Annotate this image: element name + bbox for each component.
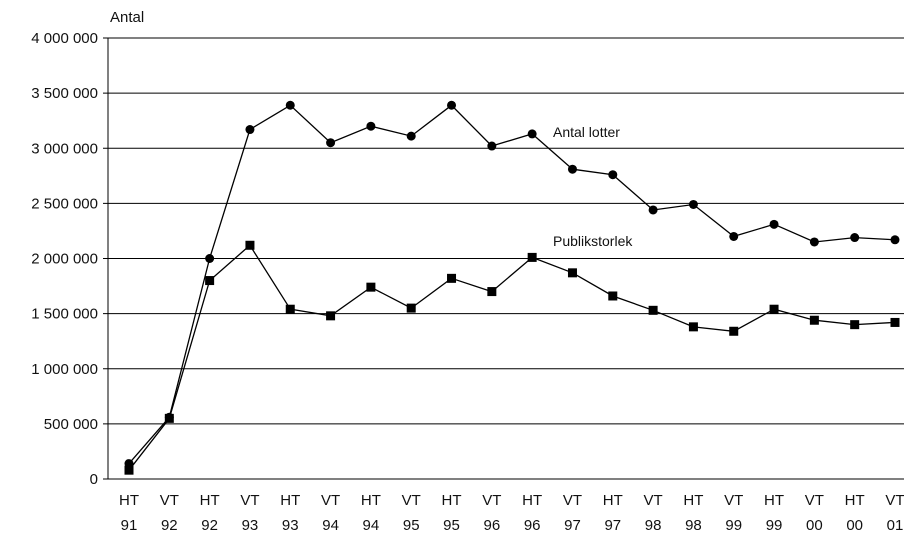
- y-tick-label: 1 000 000: [31, 361, 98, 378]
- data-point-circle: [688, 199, 698, 209]
- x-tick-label-top: VT: [724, 492, 743, 509]
- x-tick-label-top: VT: [644, 492, 663, 509]
- x-tick-label-bottom: 94: [363, 517, 380, 534]
- data-point-circle: [366, 121, 376, 131]
- x-tick-label-bottom: 94: [322, 517, 339, 534]
- x-tick-label-top: HT: [119, 492, 139, 509]
- data-point-circle: [205, 254, 215, 263]
- y-tick-label: 4 000 000: [31, 30, 98, 47]
- x-tick-label-bottom: 93: [282, 517, 299, 534]
- x-tick-label-top: VT: [885, 492, 904, 509]
- data-point-square: [729, 326, 739, 336]
- x-tick-label-bottom: 00: [806, 517, 823, 534]
- x-tick-label-top: VT: [563, 492, 582, 509]
- data-point-square: [769, 304, 779, 314]
- y-tick-label: 0: [90, 471, 98, 488]
- data-point-square: [326, 311, 336, 321]
- y-axis-label: Antal: [110, 9, 144, 26]
- data-point-square: [366, 282, 376, 292]
- x-tick-label-bottom: 95: [403, 517, 420, 534]
- data-point-square: [447, 273, 457, 283]
- x-tick-label-top: VT: [321, 492, 340, 509]
- data-point-square: [648, 305, 658, 315]
- data-point-square: [527, 252, 537, 262]
- data-point-circle: [567, 164, 577, 174]
- x-tick-label-bottom: 92: [161, 517, 178, 534]
- x-tick-label-top: HT: [280, 492, 300, 509]
- data-point-circle: [809, 237, 819, 247]
- x-tick-label-top: VT: [805, 492, 824, 509]
- x-tick-label-bottom: 99: [725, 517, 742, 534]
- x-tick-label-top: HT: [200, 492, 220, 509]
- data-point-circle: [608, 170, 618, 180]
- x-tick-labels: HT 91 VT 92 HT 92 VT 93 HT 93 VT 94 HT 94 VT 95 HT 95 VT 96…: [119, 492, 904, 534]
- data-point-square: [124, 465, 134, 475]
- data-point-square: [850, 320, 860, 330]
- x-tick-label-bottom: 91: [121, 517, 138, 534]
- y-tick-labels: 0 500 000 1 000 000 1 500 000 2 000 000 2 500…: [31, 30, 108, 488]
- data-point-square: [487, 287, 497, 297]
- data-point-circle: [245, 125, 255, 135]
- x-tick-label-top: HT: [603, 492, 623, 509]
- x-tick-label-bottom: 00: [846, 517, 863, 534]
- y-tick-label: 3 000 000: [31, 140, 98, 157]
- data-point-circle: [326, 138, 336, 148]
- x-tick-label-bottom: 98: [685, 517, 702, 534]
- x-tick-label-top: HT: [361, 492, 381, 509]
- series-line-1: [128, 244, 896, 471]
- grid-lines: [108, 37, 904, 425]
- series-label-antal-lotter: Antal lotter: [553, 124, 620, 140]
- x-tick-label-top: HT: [522, 492, 542, 509]
- y-tick-label: 2 000 000: [31, 251, 98, 268]
- x-tick-label-bottom: 99: [766, 517, 783, 534]
- data-point-square: [567, 268, 577, 278]
- x-tick-label-bottom: 96: [483, 517, 500, 534]
- x-tick-label-bottom: 98: [645, 517, 662, 534]
- x-tick-label-bottom: 95: [443, 517, 460, 534]
- x-tick-label-top: HT: [845, 492, 865, 509]
- data-point-circle: [487, 141, 497, 151]
- x-tick-label-bottom: 96: [524, 517, 541, 534]
- x-tick-label-bottom: 93: [242, 517, 259, 534]
- data-point-circle: [729, 231, 739, 241]
- x-tick-label-top: HT: [683, 492, 703, 509]
- data-point-circle: [890, 235, 900, 245]
- data-point-square: [890, 317, 900, 327]
- x-tick-label-bottom: 92: [201, 517, 218, 534]
- data-point-square: [688, 322, 698, 332]
- x-tick-label-top: HT: [764, 492, 784, 509]
- data-point-square: [245, 240, 255, 250]
- x-tick-label-bottom: 97: [604, 517, 621, 534]
- x-tick-label-top: VT: [402, 492, 421, 509]
- data-point-square: [809, 315, 819, 325]
- y-tick-label: 3 500 000: [31, 85, 98, 102]
- data-point-square: [205, 276, 215, 286]
- data-point-circle: [850, 233, 860, 243]
- x-tick-label-top: HT: [442, 492, 462, 509]
- x-tick-label-top: VT: [240, 492, 259, 509]
- x-tick-label-top: VT: [482, 492, 501, 509]
- x-tick-label-bottom: 97: [564, 517, 581, 534]
- data-point-circle: [447, 100, 457, 110]
- data-point-square: [608, 291, 618, 301]
- data-point-circle: [769, 219, 779, 229]
- series-line-0: [128, 104, 896, 465]
- x-tick-label-top: VT: [160, 492, 179, 509]
- data-point-square: [406, 303, 416, 313]
- x-tick-label-bottom: 01: [887, 517, 904, 534]
- data-point-circle: [527, 129, 537, 139]
- series-markers: [124, 100, 900, 475]
- data-point-circle: [285, 100, 295, 110]
- y-tick-label: 1 500 000: [31, 306, 98, 323]
- data-point-square: [285, 304, 295, 314]
- data-point-square: [164, 413, 174, 423]
- y-tick-label: 2 500 000: [31, 195, 98, 212]
- series-lines: [128, 104, 896, 471]
- series-label-publikstorlek: Publikstorlek: [553, 233, 633, 249]
- data-point-circle: [406, 131, 416, 141]
- data-point-circle: [648, 205, 658, 215]
- y-tick-label: 500 000: [44, 416, 98, 433]
